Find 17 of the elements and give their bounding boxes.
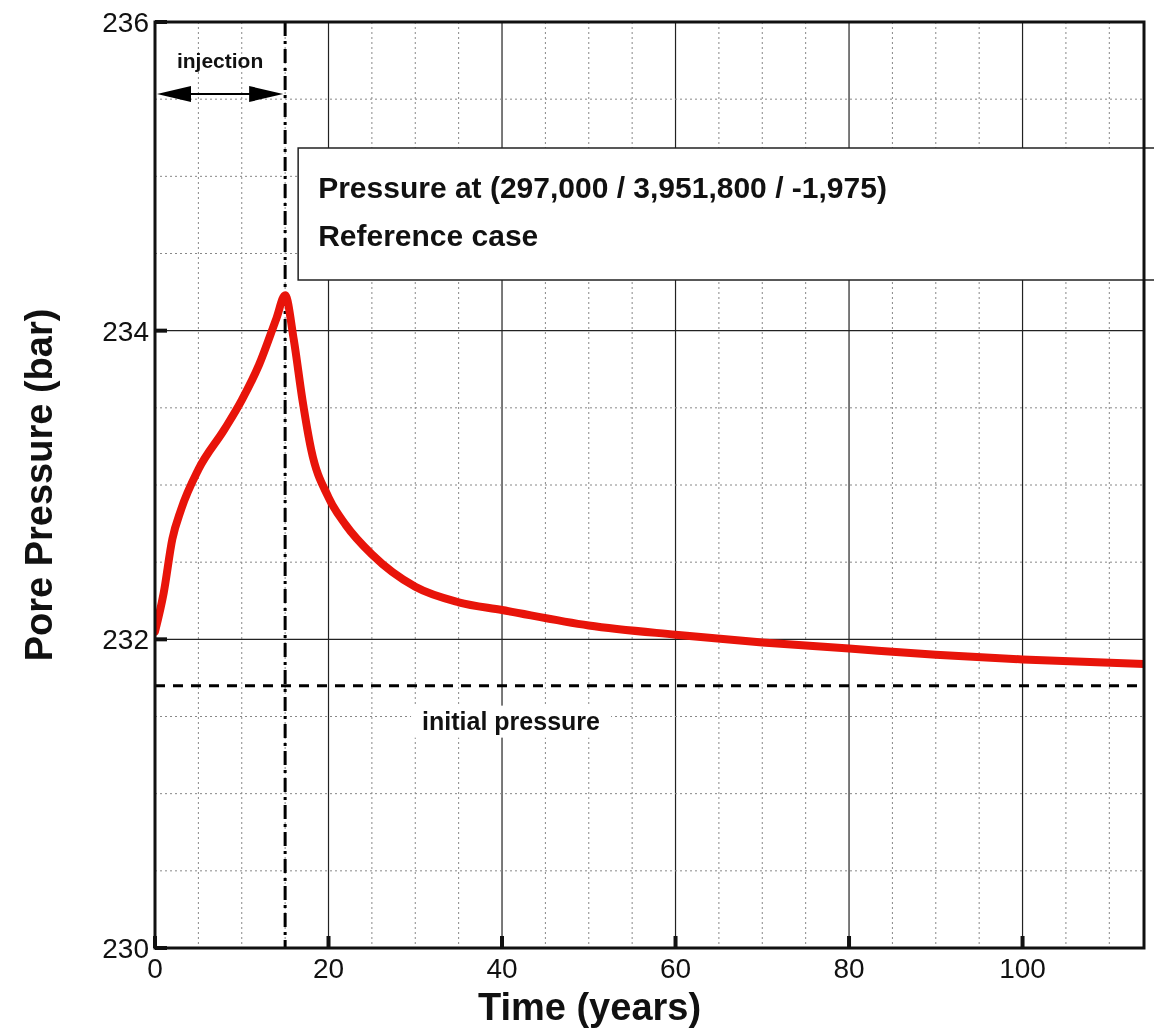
annotation: Reference case (318, 219, 539, 252)
y-tick-label: 236 (102, 7, 149, 38)
ref-line-label: initial pressure (422, 706, 601, 735)
ref-line-label: injection (176, 49, 264, 72)
text-box: Pressure at (297,000 / 3,951,800 / -1,975) Reference case (297, 147, 1154, 281)
y-axis-title: Pore Pressure (bar) (18, 308, 60, 662)
y-tick-label: 232 (102, 624, 149, 656)
x-tick-label: 100 (999, 953, 1046, 984)
x-tick-label: 80 (833, 953, 865, 984)
x-tick-label: 20 (312, 953, 345, 984)
y-tick-label: 230 (102, 933, 149, 964)
x-tick-label: 0 (147, 953, 163, 984)
x-tick-label: 60 (659, 953, 692, 984)
y-tick-label: 234 (102, 315, 149, 347)
x-axis-title: Time (years) (477, 986, 702, 1028)
x-tick-label: 40 (486, 953, 518, 984)
annotation: Pressure at (297,000 / 3,951,800 / -1,975) (318, 171, 887, 204)
